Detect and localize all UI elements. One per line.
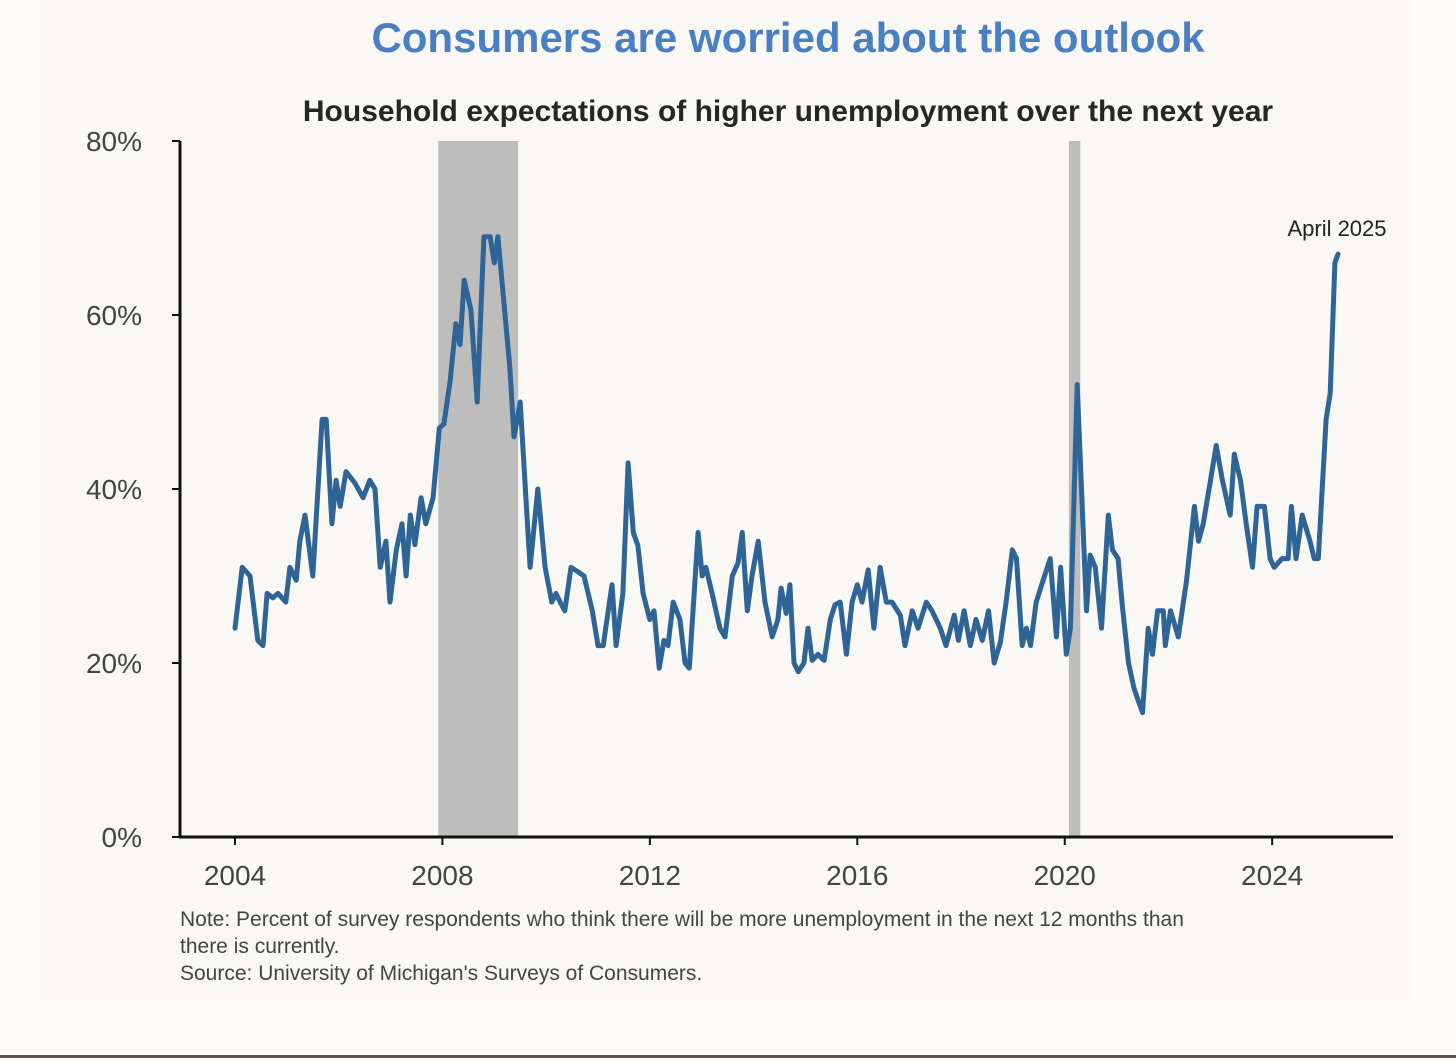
x-tick-label: 2008 bbox=[411, 860, 473, 891]
y-tick-label: 20% bbox=[86, 648, 142, 679]
chart-subtitle: Household expectations of higher unemplo… bbox=[303, 95, 1274, 128]
chart-note: Note: Percent of survey respondents who … bbox=[180, 908, 1184, 931]
x-tick-label: 2012 bbox=[619, 860, 681, 891]
x-tick-label: 2004 bbox=[204, 860, 266, 891]
chart-title: Consumers are worried about the outlook bbox=[371, 14, 1205, 61]
y-tick-label: 60% bbox=[86, 300, 142, 331]
chart-source: Source: University of Michigan's Surveys… bbox=[180, 962, 702, 985]
y-tick-label: 40% bbox=[86, 474, 142, 505]
x-tick-label: 2016 bbox=[826, 860, 888, 891]
x-tick-label: 2020 bbox=[1034, 860, 1096, 891]
chart-panel bbox=[40, 0, 1410, 1000]
series-line bbox=[232, 234, 1341, 716]
y-tick-label: 0% bbox=[102, 822, 142, 853]
page-divider bbox=[0, 1055, 1456, 1058]
x-tick-label: 2024 bbox=[1241, 860, 1303, 891]
recession-band-0 bbox=[438, 141, 519, 837]
annotation-april-2025: April 2025 bbox=[1287, 216, 1386, 241]
chart-note-line2: there is currently. bbox=[180, 935, 340, 958]
y-tick-label: 80% bbox=[86, 126, 142, 157]
